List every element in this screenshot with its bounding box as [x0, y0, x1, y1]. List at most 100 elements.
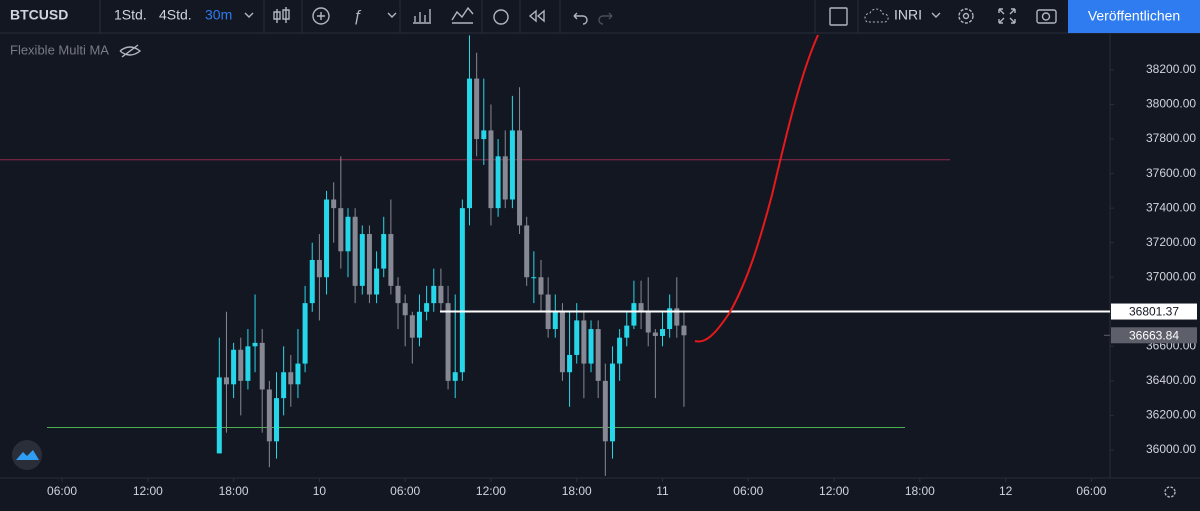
- candle-body: [273, 398, 279, 442]
- candle-body: [302, 303, 308, 364]
- logo: [12, 440, 42, 470]
- candle-body: [402, 303, 408, 316]
- hide-icon[interactable]: [119, 44, 142, 58]
- candle-body: [309, 259, 315, 304]
- candle-body: [631, 303, 637, 326]
- candle-body: [452, 372, 458, 381]
- candle-body: [645, 311, 651, 333]
- price-label: 36801.37: [1129, 305, 1179, 319]
- candle-body: [559, 311, 565, 373]
- candle-body: [602, 380, 608, 442]
- candle-body: [395, 285, 401, 304]
- dropdown-icon[interactable]: [387, 12, 397, 18]
- dropdown-icon[interactable]: [931, 12, 941, 18]
- candle-body: [552, 311, 558, 330]
- redo-icon[interactable]: [598, 12, 613, 25]
- x-tick-label: 06:00: [733, 484, 763, 498]
- candle-body: [474, 78, 480, 140]
- x-tick-label: 11: [656, 484, 669, 498]
- candle-icon[interactable]: [273, 7, 290, 23]
- candle-body: [617, 337, 623, 364]
- y-tick-label: 37800.00: [1146, 131, 1196, 145]
- candle-body: [467, 78, 473, 209]
- dropdown-icon[interactable]: [244, 12, 254, 18]
- candle-body: [624, 325, 630, 338]
- symbol[interactable]: BTCUSD: [10, 7, 68, 23]
- interval[interactable]: 4Std.: [159, 7, 192, 23]
- y-tick-label: 36400.00: [1146, 373, 1196, 387]
- x-tick-label: 12: [999, 484, 1013, 498]
- candle-body: [223, 377, 229, 385]
- candle-body: [609, 363, 615, 442]
- candle-body: [531, 277, 537, 279]
- candle-body: [495, 156, 501, 209]
- y-tick-label: 38000.00: [1146, 97, 1196, 111]
- plot: [0, 35, 1110, 476]
- candle-body: [438, 285, 444, 304]
- candle-body: [459, 208, 465, 373]
- axis-settings-icon[interactable]: [1164, 486, 1176, 498]
- candle-body: [524, 225, 530, 278]
- snapshot-icon[interactable]: [1036, 9, 1057, 24]
- candle-body: [502, 156, 508, 200]
- indicator-icon[interactable]: ƒ: [353, 8, 362, 25]
- layout-icon[interactable]: [829, 7, 848, 26]
- candle-body: [266, 389, 272, 442]
- undo-icon[interactable]: [573, 12, 588, 25]
- candle-body: [652, 332, 658, 336]
- y-tick-label: 37000.00: [1146, 269, 1196, 283]
- candle-body: [352, 216, 358, 286]
- candle-body: [338, 208, 344, 252]
- candle-body: [424, 303, 430, 312]
- candle-body: [581, 320, 587, 364]
- candle-body: [595, 329, 601, 381]
- interval-active[interactable]: 30m: [205, 7, 232, 23]
- candle-body: [216, 377, 222, 454]
- alert-icon[interactable]: [493, 9, 509, 25]
- candle-body: [295, 363, 301, 385]
- candle-body: [638, 303, 644, 312]
- candle-body: [509, 130, 515, 200]
- y-tick-label: 37600.00: [1146, 166, 1196, 180]
- candle-body: [431, 285, 437, 304]
- x-tick-label: 06:00: [1076, 484, 1106, 498]
- indicator-name[interactable]: Flexible Multi MA: [10, 42, 109, 57]
- compare-icon[interactable]: [413, 9, 431, 24]
- candle-body: [445, 303, 451, 381]
- candle-body: [517, 130, 523, 226]
- candle-body: [316, 259, 322, 278]
- candle-body: [681, 325, 687, 336]
- fullscreen-icon[interactable]: [998, 8, 1016, 24]
- x-tick-label: 18:00: [905, 484, 935, 498]
- drawn-curve: [694, 34, 819, 343]
- price-label-bg: [1111, 327, 1197, 344]
- x-tick-label: 06:00: [47, 484, 77, 498]
- add-icon[interactable]: [312, 7, 330, 25]
- candle-body: [488, 130, 494, 209]
- candle-body: [538, 277, 544, 295]
- publish-button[interactable]: [1068, 0, 1200, 33]
- x-tick-label: 12:00: [819, 484, 849, 498]
- settings-icon[interactable]: [958, 8, 974, 24]
- y-tick-label: 38200.00: [1146, 62, 1196, 76]
- candle-body: [388, 234, 394, 286]
- candle-body: [574, 320, 580, 355]
- candle-body: [674, 308, 680, 326]
- publish-label[interactable]: Veröffentlichen: [1088, 8, 1180, 24]
- y-tick-label: 36000.00: [1146, 442, 1196, 456]
- candle-body: [281, 372, 287, 399]
- template-name[interactable]: INRI: [894, 7, 922, 23]
- logo-shape: [16, 450, 39, 460]
- candle-body: [245, 346, 251, 381]
- templates-icon[interactable]: [451, 6, 474, 24]
- cloud-icon[interactable]: [864, 8, 889, 23]
- interval[interactable]: 1Std.: [114, 7, 147, 23]
- candle-body: [667, 308, 673, 330]
- price-label: 36663.84: [1129, 328, 1179, 342]
- replay-icon[interactable]: [528, 9, 545, 23]
- candle-body: [238, 349, 244, 381]
- y-tick-label: 37400.00: [1146, 200, 1196, 214]
- x-tick-label: 12:00: [133, 484, 163, 498]
